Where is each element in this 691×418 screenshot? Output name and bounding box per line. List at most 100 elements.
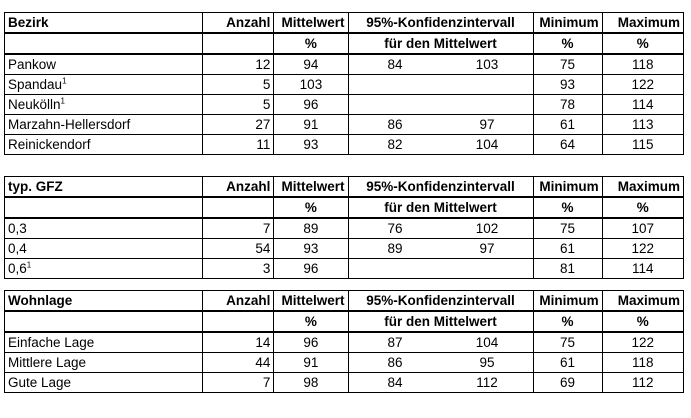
row-label-text: Gute Lage — [8, 375, 72, 390]
ci-low-cell: 87 — [347, 331, 442, 353]
ci-high-cell: 103 — [441, 53, 534, 75]
max-cell: 118 — [601, 352, 685, 373]
row-label-text: 0,3 — [8, 221, 27, 236]
max-cell: 122 — [601, 74, 685, 95]
ci-low-cell: 89 — [347, 238, 442, 259]
row-label: 0,61 — [3, 258, 204, 279]
table-title: Bezirk — [3, 12, 204, 33]
ci-high-cell — [441, 94, 534, 115]
count-cell: 44 — [202, 352, 275, 373]
count-cell: 54 — [202, 238, 275, 259]
mean-header: Mittelwert — [273, 176, 349, 197]
mean-cell: 91 — [273, 114, 349, 135]
row-label: Einfache Lage — [3, 331, 204, 353]
max-cell: 118 — [601, 53, 685, 75]
table-row: 0,4 54 93 89 97 61 122 — [3, 238, 685, 259]
ci-high-cell: 104 — [441, 331, 534, 353]
table-3: Wohnlage Anzahl Mittelwert 95%-Konfidenzint… — [3, 290, 685, 393]
ci-low-cell — [347, 94, 442, 115]
header-spacer — [3, 33, 204, 55]
max-header: Maximum — [601, 290, 685, 311]
min-unit: % — [532, 311, 603, 333]
ci-high-cell: 97 — [441, 114, 534, 135]
row-label-text: 0,6 — [8, 261, 27, 276]
table-row: 0,61 3 96 81 114 — [3, 258, 685, 279]
table-row: Mittlere Lage 44 91 86 95 61 118 — [3, 352, 685, 373]
ci-subheader: für den Mittelwert — [347, 311, 534, 333]
ci-high-cell: 102 — [441, 217, 534, 239]
count-header: Anzahl — [202, 290, 275, 311]
row-label: Spandau1 — [3, 74, 204, 95]
max-cell: 122 — [601, 331, 685, 353]
table-row: Marzahn-Hellersdorf 27 91 86 97 61 113 — [3, 114, 685, 135]
mean-cell: 89 — [273, 217, 349, 239]
count-cell: 5 — [202, 94, 275, 115]
mean-cell: 94 — [273, 53, 349, 75]
count-header: Anzahl — [202, 176, 275, 197]
ci-header: 95%-Konfidenzintervall — [347, 12, 534, 33]
row-label-text: Neukölln — [8, 97, 61, 112]
ci-low-cell: 84 — [347, 53, 442, 75]
header-spacer — [202, 311, 275, 333]
table-2: typ. GFZ Anzahl Mittelwert 95%-Konfidenzint… — [3, 176, 685, 279]
count-cell: 3 — [202, 258, 275, 279]
header-spacer — [202, 33, 275, 55]
row-label: Pankow — [3, 53, 204, 75]
ci-high-cell: 112 — [441, 372, 534, 393]
table-row: Einfache Lage 14 96 87 104 75 122 — [3, 331, 685, 353]
max-unit: % — [601, 33, 685, 55]
row-label: Marzahn-Hellersdorf — [3, 114, 204, 135]
ci-low-cell: 86 — [347, 352, 442, 373]
max-cell: 113 — [601, 114, 685, 135]
min-cell: 75 — [532, 53, 603, 75]
min-unit: % — [532, 197, 603, 219]
mean-header: Mittelwert — [273, 12, 349, 33]
table-title: Wohnlage — [3, 290, 204, 311]
max-cell: 114 — [601, 258, 685, 279]
mean-cell: 96 — [273, 258, 349, 279]
row-label-text: 0,4 — [8, 241, 27, 256]
mean-cell: 93 — [273, 134, 349, 155]
ci-subheader: für den Mittelwert — [347, 197, 534, 219]
row-label: Neukölln1 — [3, 94, 204, 115]
table-row: Neukölln1 5 96 78 114 — [3, 94, 685, 115]
max-cell: 107 — [601, 217, 685, 239]
ci-high-cell — [441, 74, 534, 95]
min-header: Minimum — [532, 290, 603, 311]
ci-header: 95%-Konfidenzintervall — [347, 176, 534, 197]
mean-cell: 91 — [273, 352, 349, 373]
max-cell: 112 — [601, 372, 685, 393]
max-header: Maximum — [601, 176, 685, 197]
min-header: Minimum — [532, 176, 603, 197]
min-cell: 78 — [532, 94, 603, 115]
max-cell: 114 — [601, 94, 685, 115]
ci-subheader: für den Mittelwert — [347, 33, 534, 55]
min-cell: 61 — [532, 238, 603, 259]
row-label: Reinickendorf — [3, 134, 204, 155]
min-cell: 61 — [532, 114, 603, 135]
min-cell: 93 — [532, 74, 603, 95]
ci-high-cell: 104 — [441, 134, 534, 155]
min-cell: 69 — [532, 372, 603, 393]
row-label-text: Marzahn-Hellersdorf — [8, 117, 131, 132]
count-cell: 7 — [202, 217, 275, 239]
min-cell: 81 — [532, 258, 603, 279]
mean-header: Mittelwert — [273, 290, 349, 311]
min-unit: % — [532, 33, 603, 55]
ci-high-cell: 95 — [441, 352, 534, 373]
min-cell: 75 — [532, 331, 603, 353]
table-title: typ. GFZ — [3, 176, 204, 197]
mean-unit: % — [273, 197, 349, 219]
row-label-text: Pankow — [8, 57, 57, 72]
header-spacer — [3, 197, 204, 219]
mean-unit: % — [273, 311, 349, 333]
header-spacer — [3, 311, 204, 333]
table-row: Spandau1 5 103 93 122 — [3, 74, 685, 95]
min-cell: 61 — [532, 352, 603, 373]
table-row: 0,3 7 89 76 102 75 107 — [3, 217, 685, 239]
count-cell: 7 — [202, 372, 275, 393]
table-row: Pankow 12 94 84 103 75 118 — [3, 53, 685, 75]
max-cell: 115 — [601, 134, 685, 155]
mean-cell: 93 — [273, 238, 349, 259]
